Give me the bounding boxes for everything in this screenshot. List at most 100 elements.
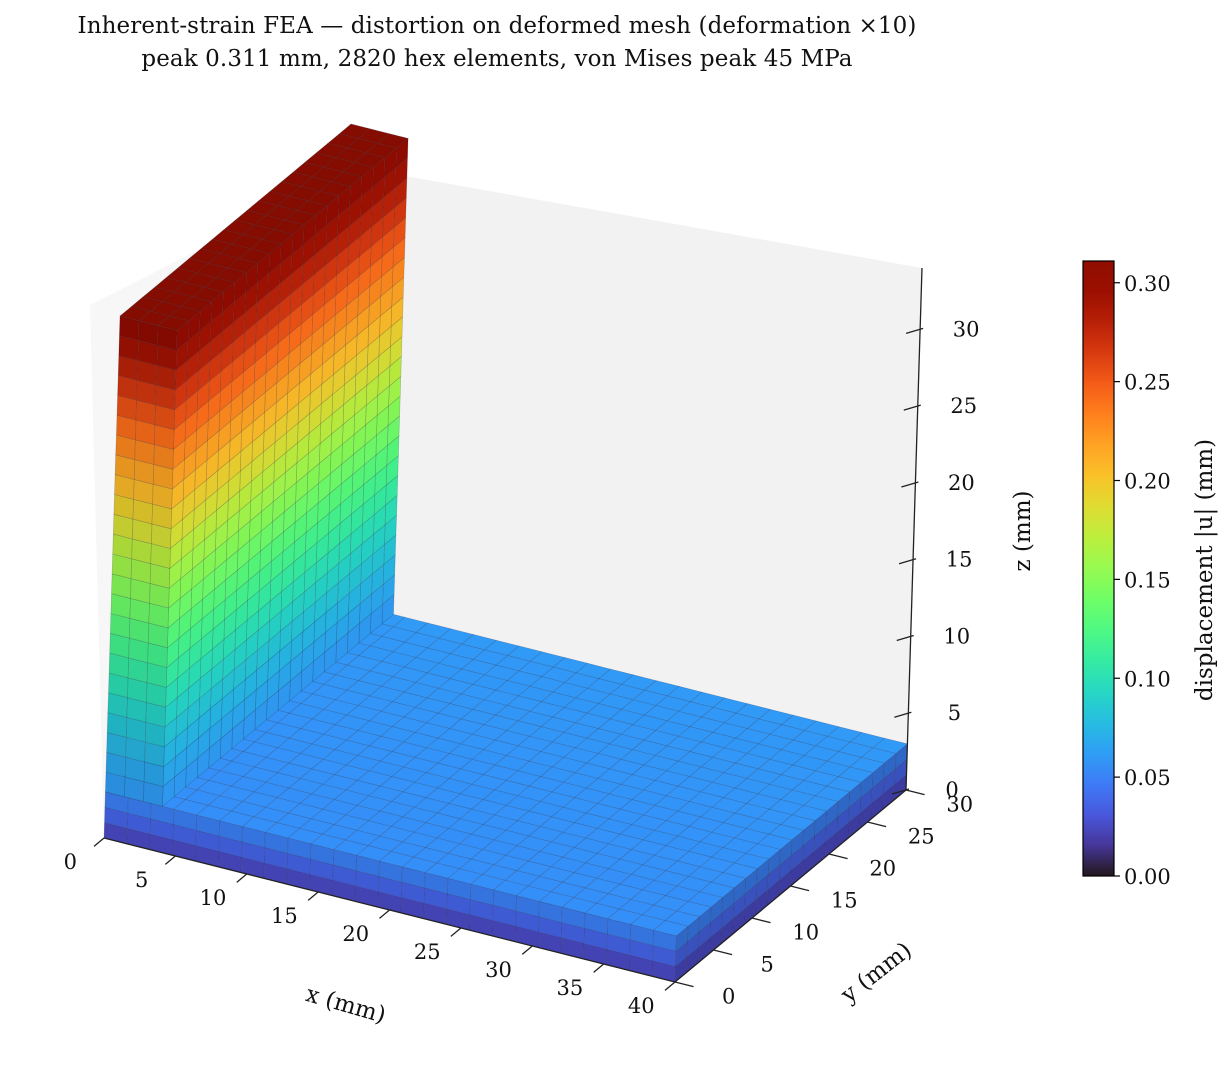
wall-top-cell xyxy=(284,210,317,226)
plate-top-cell xyxy=(791,805,828,822)
chart-subtitle: peak 0.311 mm, 2820 hex elements, von Mi… xyxy=(141,46,853,72)
wall-top-cell xyxy=(353,152,386,168)
x-axis-label: x (mm) xyxy=(303,981,389,1029)
z-tick xyxy=(901,481,919,488)
x-tick-label: 30 xyxy=(485,958,512,982)
plate-top-cell xyxy=(756,833,793,850)
plate-top-cell xyxy=(664,910,701,927)
z-tick-label: 20 xyxy=(948,471,975,495)
wall-top-cell xyxy=(319,181,352,197)
x-tick-label: 40 xyxy=(628,994,655,1018)
x-tick xyxy=(664,981,676,991)
z-axis-line xyxy=(905,267,923,791)
x-tick xyxy=(521,945,533,955)
wall-top-cell xyxy=(365,142,398,158)
x-tick xyxy=(307,891,319,901)
colorbar-tick-label: 0.30 xyxy=(1124,272,1171,296)
z-tick-label: 30 xyxy=(953,317,980,341)
x-tick-label: 25 xyxy=(414,940,441,964)
plate-top-cell xyxy=(826,776,862,793)
y-tick xyxy=(751,917,771,924)
back-pane xyxy=(360,168,922,790)
x-tick xyxy=(450,927,462,937)
plate-top-cell xyxy=(676,901,712,918)
wall-top-cell xyxy=(168,306,201,322)
x-tick-label: 0 xyxy=(64,850,77,874)
y-tick-label: 5 xyxy=(761,953,774,977)
y-tick-label: 20 xyxy=(869,857,896,881)
z-tick-label: 0 xyxy=(945,778,958,802)
x-tick-label: 15 xyxy=(271,904,298,928)
y-tick xyxy=(713,949,733,956)
plate-top-cell xyxy=(849,757,885,774)
y-tick-label: 30 xyxy=(946,793,973,817)
colorbar-tick-label: 0.25 xyxy=(1124,371,1171,395)
y-tick-label: 0 xyxy=(722,985,735,1009)
fea-mesh xyxy=(103,123,909,983)
wall-top-cell xyxy=(249,238,282,254)
plate-top-cell xyxy=(699,881,735,898)
wall-top-cell xyxy=(226,258,259,274)
plate-top-cell xyxy=(652,920,689,937)
wall-top-cell xyxy=(238,248,271,264)
plate-top-cell xyxy=(779,814,816,831)
x-tick-label: 20 xyxy=(342,922,369,946)
wall-top-cell xyxy=(203,277,236,293)
x-tick xyxy=(236,873,248,883)
wall-top-cell xyxy=(342,162,375,178)
y-tick xyxy=(867,821,887,828)
wall-top-cell xyxy=(261,229,294,245)
z-tick xyxy=(905,327,924,335)
z-tick xyxy=(903,404,921,411)
x-tick-label: 35 xyxy=(557,976,584,1000)
y-tick xyxy=(790,885,810,892)
plate-top-cell xyxy=(710,872,747,889)
colorbar-tick-label: 0.10 xyxy=(1124,667,1171,691)
x-tick-label: 10 xyxy=(200,886,227,910)
x-tick xyxy=(593,963,605,973)
wall-top-cell xyxy=(215,267,248,283)
y-tick xyxy=(905,789,925,796)
plate-top-cell xyxy=(814,785,851,802)
x-tick xyxy=(379,909,390,919)
z-axis-label: z (mm) xyxy=(1010,491,1036,572)
wall-top-cell xyxy=(157,315,190,331)
y-tick-label: 10 xyxy=(792,921,819,945)
colorbar-ticks: 0.00 0.05 0.10 0.15 0.20 0.25 0.30 xyxy=(1114,272,1171,889)
y-tick-label: 15 xyxy=(831,889,858,913)
colorbar-tick-label: 0.00 xyxy=(1124,865,1171,889)
wall-top-cell xyxy=(307,190,340,206)
wall-top-cell xyxy=(180,296,213,312)
plate-top-cell xyxy=(768,824,805,841)
x-tick xyxy=(164,855,176,865)
x-tick-label: 5 xyxy=(135,868,148,892)
colorbar-gradient xyxy=(1082,260,1115,877)
y-tick xyxy=(674,981,694,988)
chart-title: Inherent-strain FEA — distortion on defo… xyxy=(77,13,917,39)
colorbar-tick-label: 0.20 xyxy=(1124,470,1171,494)
colorbar-tick-label: 0.15 xyxy=(1124,568,1171,592)
y-axis-label: y (mm) xyxy=(836,937,917,1009)
colorbar-label: displacement |u| (mm) xyxy=(1192,439,1218,701)
z-tick-label: 25 xyxy=(950,394,977,418)
z-tick xyxy=(898,558,917,565)
z-tick xyxy=(894,711,912,718)
z-tick xyxy=(891,788,910,795)
plate-top-cell xyxy=(837,766,874,783)
y-tick xyxy=(828,853,848,860)
x-tick xyxy=(93,837,105,847)
y-tick-label: 25 xyxy=(908,825,935,849)
z-tick-label: 15 xyxy=(946,548,973,572)
wall-top-cell xyxy=(376,133,409,149)
colorbar: 0.00 0.05 0.10 0.15 0.20 0.25 0.30 displacemen… xyxy=(1082,260,1218,889)
chart-title-block: Inherent-strain FEA — distortion on defo… xyxy=(0,10,994,76)
plate-top-cell xyxy=(733,853,770,870)
z-tick-label: 5 xyxy=(948,701,961,725)
plate-top-cell xyxy=(722,862,758,879)
z-tick-label: 10 xyxy=(943,625,970,649)
wall-top-cell xyxy=(296,200,328,216)
z-tick xyxy=(896,634,914,642)
colorbar-tick-label: 0.05 xyxy=(1124,766,1171,790)
